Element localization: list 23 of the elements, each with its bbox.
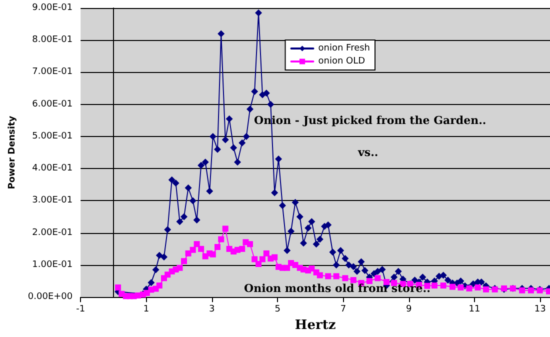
x-tick-label: 1 [143, 304, 150, 315]
y-tick-label: 4.00E-01 [32, 164, 73, 174]
legend-label: onion Fresh [318, 44, 370, 54]
x-tick-label: 3 [209, 304, 215, 315]
x-tick-label: 9 [406, 304, 412, 315]
annotation: vs.. [357, 146, 378, 159]
y-tick-label: 1.00E-01 [32, 260, 73, 270]
y-tick-label: 7.00E-01 [32, 67, 73, 78]
y-tick-label: 8.00E-01 [32, 35, 73, 46]
y-tick-label: 0.00E+00 [28, 292, 73, 302]
y-tick-label: 3.00E-01 [32, 196, 73, 206]
x-tick-label: 13 [534, 304, 546, 315]
y-tick-label: 2.00E-01 [32, 228, 73, 238]
x-tick-label: 5 [274, 304, 280, 315]
x-tick-label: -1 [76, 304, 86, 315]
y-tick-label: 9.00E-01 [32, 3, 73, 13]
x-tick-label: 11 [468, 304, 480, 315]
y-tick-label: 5.00E-01 [32, 131, 73, 142]
y-tick-label: 6.00E-01 [32, 99, 73, 110]
x-axis-title: Hertz [294, 318, 336, 333]
y-axis-title: Power Density [8, 116, 18, 190]
legend-label: onion OLD [318, 56, 366, 66]
x-tick-label: 7 [340, 304, 346, 315]
